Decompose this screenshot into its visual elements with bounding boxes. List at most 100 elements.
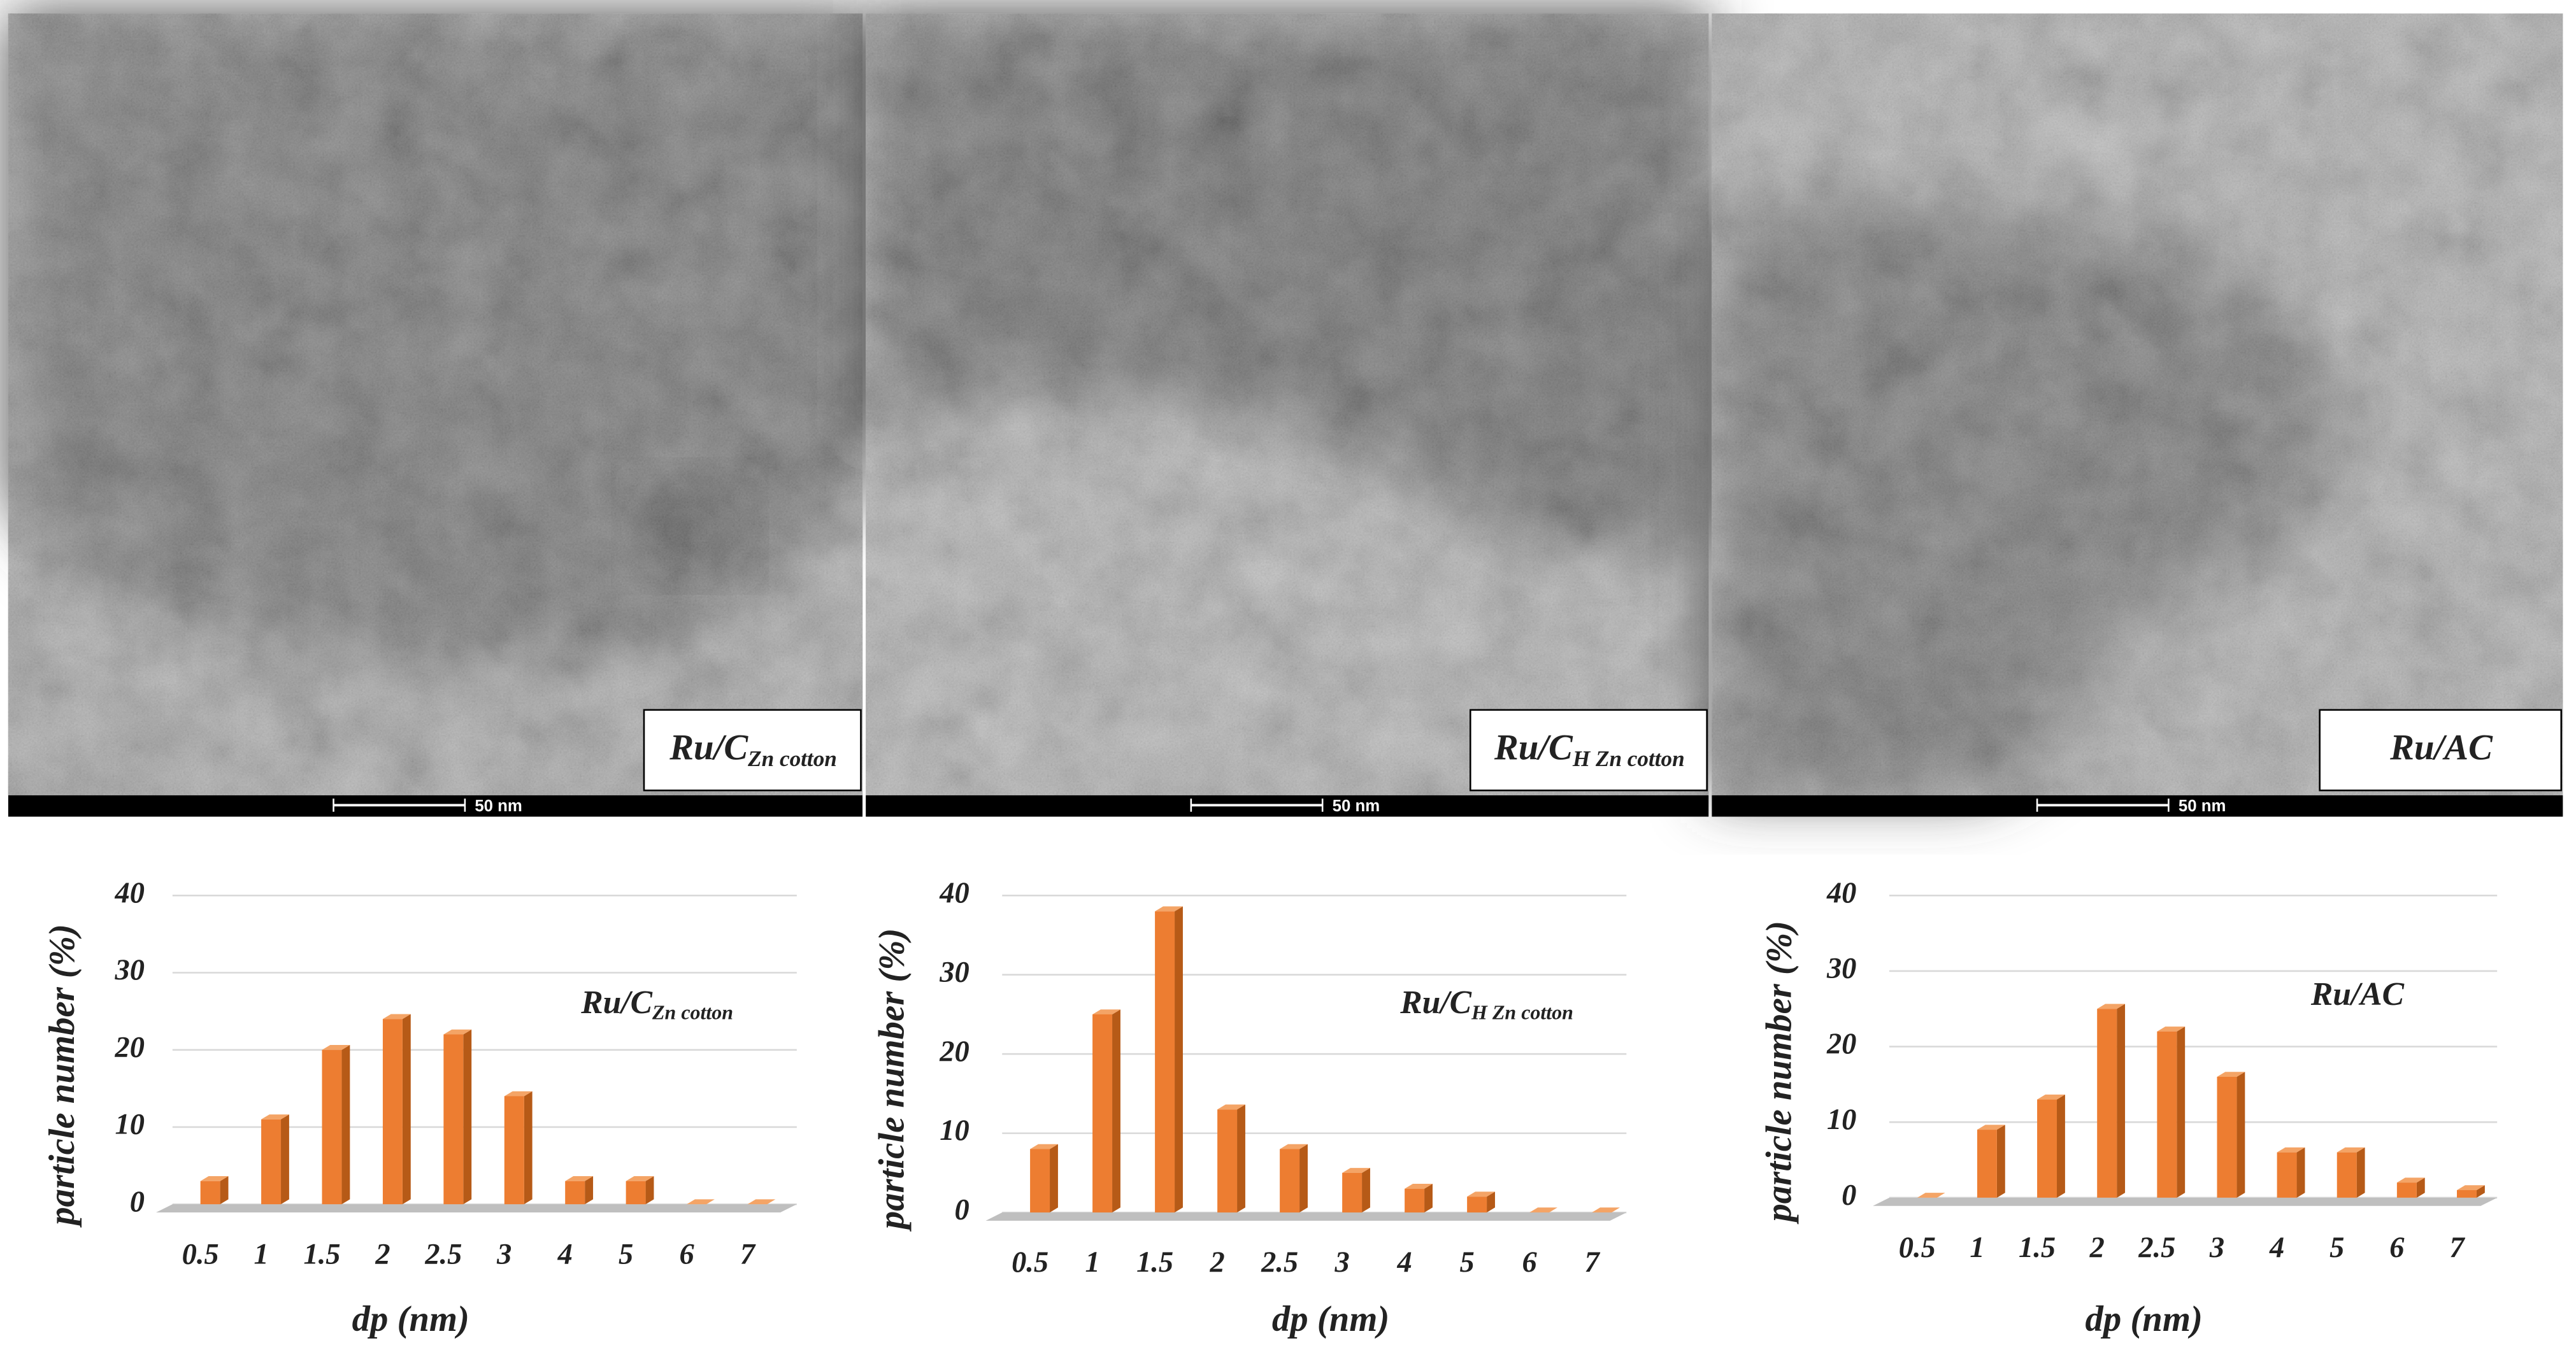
bar	[1405, 1188, 1425, 1213]
bar-side	[1050, 1144, 1058, 1213]
floor	[985, 1212, 1627, 1221]
y-tick-label: 40	[1826, 877, 1856, 909]
x-tick-label: 1.5	[303, 1238, 340, 1270]
y-tick-label: 0	[130, 1186, 145, 1218]
bar-side	[2236, 1072, 2245, 1198]
bar-top	[1405, 1183, 1433, 1189]
bar	[626, 1181, 646, 1205]
bar	[1030, 1149, 1050, 1213]
bar-side	[524, 1091, 533, 1205]
label: Ru/AC	[2310, 976, 2405, 1012]
y-tick-label: 20	[115, 1031, 145, 1063]
tem-image	[8, 13, 863, 795]
x-tick-label: 6	[2389, 1232, 2405, 1264]
bar	[2037, 1099, 2057, 1198]
label-box	[643, 709, 862, 792]
bar	[1467, 1197, 1487, 1213]
bar-top	[1529, 1207, 1557, 1213]
bar	[1342, 1172, 1363, 1213]
y-axis-label: particle number (%)	[42, 924, 82, 1228]
x-tick-label: 1	[1970, 1232, 1984, 1264]
bar-top	[504, 1091, 533, 1097]
x-tick-label: 3	[1335, 1246, 1350, 1279]
label-main: Ru/C	[669, 727, 748, 767]
x-tick-label: 1.5	[2019, 1232, 2056, 1264]
bar-side	[2356, 1147, 2365, 1198]
bar	[1280, 1149, 1300, 1213]
bar-side	[1237, 1104, 1245, 1213]
label-sub: Zn cotton	[747, 746, 837, 771]
x-tick-label: 5	[1460, 1246, 1475, 1279]
bar	[1217, 1109, 1238, 1213]
bar	[2277, 1152, 2297, 1198]
label-main: Ru/C	[1399, 984, 1471, 1021]
y-tick-label: 30	[115, 954, 145, 986]
bar-top	[2457, 1185, 2485, 1190]
bar	[2217, 1077, 2237, 1198]
label-sub: H Zn cotton	[1471, 1002, 1573, 1024]
bar-top	[1280, 1144, 1308, 1149]
y-tick-label: 20	[1826, 1028, 1856, 1060]
label: Ru/CH Zn cotton	[1494, 727, 1685, 771]
bar-top	[1977, 1125, 2005, 1130]
y-tick-label: 40	[115, 877, 145, 909]
label: Ru/AC	[2389, 727, 2493, 767]
bar-side	[1175, 906, 1183, 1213]
x-tick-label: 1	[254, 1238, 268, 1270]
bar	[261, 1119, 282, 1205]
y-tick-label: 40	[939, 877, 969, 909]
bar-top	[565, 1176, 594, 1181]
x-tick-label: 1	[1085, 1246, 1099, 1279]
tem-image	[1712, 13, 2563, 795]
bar-top	[200, 1176, 229, 1181]
bar-side	[2416, 1177, 2425, 1198]
bar-top	[1917, 1193, 1945, 1198]
bar-side	[463, 1029, 472, 1205]
bar-side	[281, 1114, 289, 1205]
bar-top	[1592, 1207, 1620, 1213]
bar-side	[1299, 1144, 1308, 1213]
bar-top	[2336, 1147, 2365, 1153]
x-tick-label: 2	[2089, 1232, 2105, 1264]
bar	[2457, 1190, 2477, 1198]
tem-image	[866, 13, 1709, 795]
y-tick-label: 10	[940, 1114, 969, 1147]
bar-top	[261, 1114, 289, 1119]
label: Ru/CZn cotton	[580, 984, 733, 1024]
x-tick-label: 0.5	[1899, 1232, 1936, 1264]
bar-side	[1362, 1168, 1370, 1213]
x-axis-label: dp (nm)	[2086, 1299, 2203, 1339]
bar	[322, 1049, 342, 1205]
bar-side	[220, 1176, 229, 1205]
y-axis-label: particle number (%)	[1759, 921, 1799, 1225]
x-tick-label: 0.5	[182, 1238, 219, 1270]
x-tick-label: 5	[2329, 1232, 2344, 1264]
bar-top	[322, 1044, 350, 1050]
bar-top	[1467, 1191, 1495, 1197]
bar	[1092, 1014, 1113, 1213]
y-tick-label: 0	[1842, 1179, 1856, 1211]
bar-side	[1424, 1183, 1433, 1213]
bar-top	[1092, 1009, 1120, 1014]
y-tick-label: 10	[115, 1109, 145, 1141]
scale-bar-label: 50 nm	[2179, 797, 2226, 815]
x-tick-label: 2.5	[424, 1238, 462, 1270]
bar	[1155, 911, 1175, 1213]
x-tick-label: 7	[2449, 1232, 2465, 1264]
bar	[1977, 1130, 1997, 1198]
label-sub: H Zn cotton	[1572, 746, 1685, 771]
bar-top	[1155, 906, 1183, 912]
x-tick-label: 3	[496, 1238, 512, 1270]
x-tick-label: 4	[2269, 1232, 2284, 1264]
bar-side	[1996, 1125, 2005, 1198]
bar-top	[747, 1199, 776, 1205]
bar-top	[443, 1029, 472, 1035]
x-tick-label: 2.5	[2138, 1232, 2175, 1264]
x-tick-label: 3	[2209, 1232, 2224, 1264]
x-tick-label: 5	[619, 1238, 633, 1270]
scale-bar-label: 50 nm	[1333, 797, 1380, 815]
bar	[2097, 1009, 2117, 1198]
y-tick-label: 0	[954, 1194, 969, 1226]
bar	[443, 1034, 464, 1205]
